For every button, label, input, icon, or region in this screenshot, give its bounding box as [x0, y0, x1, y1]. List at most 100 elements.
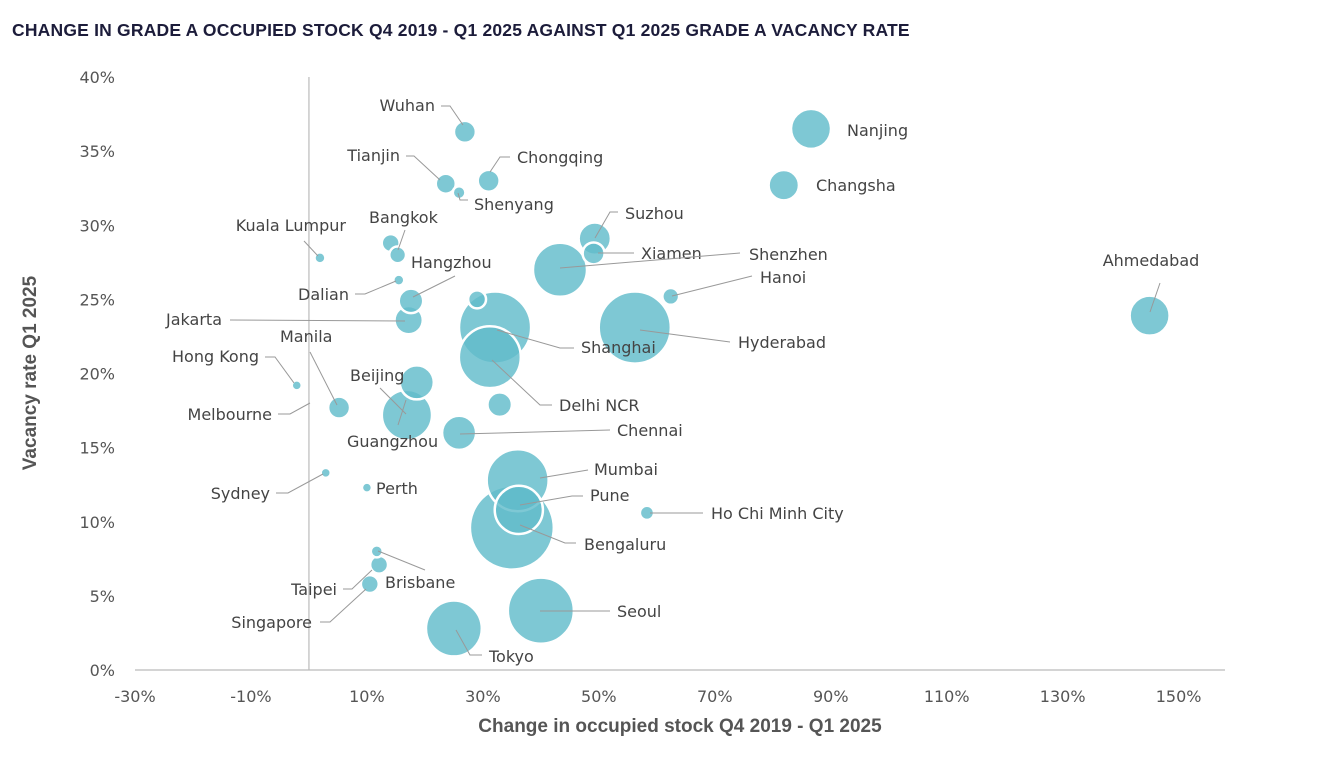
y-tick-label: 25% — [79, 290, 115, 309]
data-label: Changsha — [816, 176, 896, 195]
leader-line — [559, 252, 741, 269]
bubble-bangkok — [388, 245, 408, 265]
y-tick-label: 15% — [79, 439, 115, 458]
leader-line — [276, 473, 324, 494]
leader-line — [309, 351, 338, 406]
bubble-hyderabad — [597, 290, 673, 365]
x-tick-label: -30% — [114, 687, 155, 706]
data-label: Hyderabad — [738, 333, 826, 352]
leader-line — [457, 192, 468, 201]
leader-line — [496, 329, 574, 349]
y-tick-label: 20% — [79, 365, 115, 384]
bubble-brisbane — [369, 544, 385, 559]
leader-line — [397, 399, 407, 426]
data-label: Wuhan — [380, 96, 435, 115]
bubble-hanoi — [661, 286, 681, 307]
data-label: Ahmedabad — [1103, 251, 1200, 270]
data-label: Shenyang — [474, 195, 554, 214]
bubble-singapore — [359, 573, 381, 595]
leader-line — [489, 156, 510, 173]
bubble-nanjing — [789, 107, 833, 151]
data-label: Singapore — [231, 613, 312, 632]
data-label: Sydney — [211, 484, 270, 503]
data-label: Pune — [590, 486, 630, 505]
data-label: Shanghai — [581, 338, 656, 357]
data-label: Jakarta — [165, 310, 222, 329]
y-tick-label: 35% — [79, 142, 115, 161]
leader-line — [459, 429, 611, 435]
data-label: Hong Kong — [172, 347, 259, 366]
bubble-chongqing — [476, 168, 501, 193]
y-tick-label: 40% — [79, 68, 115, 87]
x-tick-label: 30% — [465, 687, 501, 706]
data-label: Kuala Lumpur — [236, 216, 347, 235]
bubble-unlabeled — [466, 289, 488, 310]
y-tick-label: 10% — [79, 513, 115, 532]
data-label: Hanoi — [760, 268, 806, 287]
leader-line — [491, 359, 552, 406]
bubble-tianjin — [434, 172, 458, 195]
leader-line — [397, 229, 406, 251]
data-label: Hangzhou — [411, 253, 492, 272]
bubble-taipei — [368, 554, 390, 575]
data-label: Bangkok — [369, 208, 439, 227]
bubble-hong-kong — [290, 379, 304, 392]
leader-line — [303, 240, 319, 257]
data-label: Manila — [280, 327, 332, 346]
bubble-shenzhen — [531, 241, 589, 298]
y-tick-label: 0% — [90, 661, 115, 680]
data-label: Guangzhou — [347, 432, 438, 451]
x-tick-label: 110% — [924, 687, 970, 706]
y-tick-label: 30% — [79, 216, 115, 235]
data-label: Chongqing — [517, 148, 603, 167]
leader-line — [278, 402, 311, 415]
data-label: Delhi NCR — [559, 396, 640, 415]
bubble-chennai — [440, 414, 478, 452]
x-tick-label: 150% — [1156, 687, 1202, 706]
leader-line — [539, 469, 589, 479]
leader-line — [343, 569, 373, 590]
data-label: Beijing — [350, 366, 404, 385]
leader-line — [265, 356, 295, 384]
x-tick-label: 70% — [697, 687, 733, 706]
x-tick-label: 50% — [581, 687, 617, 706]
data-label: Xiamen — [641, 244, 702, 263]
x-tick-label: -10% — [230, 687, 271, 706]
bubble-pune — [493, 484, 545, 536]
leader-line — [320, 588, 367, 623]
leader-line — [229, 319, 406, 322]
bubble-ahmedabad — [1128, 294, 1171, 337]
leader-line — [355, 280, 397, 295]
leader-line — [519, 524, 576, 544]
bubble-manila — [326, 395, 352, 420]
data-label: Suzhou — [625, 204, 684, 223]
bubble-changsha — [767, 168, 801, 202]
leader-line — [379, 387, 407, 415]
leader-line — [594, 211, 618, 239]
leader-line — [406, 155, 441, 181]
bubble-wuhan — [452, 119, 478, 145]
bubble-tokyo — [424, 599, 484, 658]
leader-line — [441, 105, 464, 126]
bubble-perth — [360, 481, 374, 494]
y-axis-title: Vacancy rate Q1 2025 — [20, 275, 41, 470]
leader-line — [519, 495, 583, 506]
leader-line — [671, 275, 753, 297]
leader-line — [639, 329, 731, 343]
data-label: Melbourne — [188, 405, 272, 424]
bubbles — [290, 107, 1171, 658]
data-label: Bengaluru — [584, 535, 666, 554]
y-tick-label: 5% — [90, 587, 115, 606]
bubble-unlabeled — [486, 391, 514, 419]
x-tick-label: 90% — [813, 687, 849, 706]
data-label: Seoul — [617, 602, 661, 621]
leader-line — [377, 550, 426, 571]
x-axis-title: Change in occupied stock Q4 2019 - Q1 20… — [478, 716, 882, 737]
data-label: Tianjin — [346, 146, 400, 165]
leader-line — [1149, 282, 1161, 313]
data-label: Nanjing — [847, 121, 908, 140]
labels: Wuhan Nanjing Changsha Chongqing Tianjin Shen… — [165, 96, 1199, 666]
data-label: Mumbai — [594, 460, 658, 479]
